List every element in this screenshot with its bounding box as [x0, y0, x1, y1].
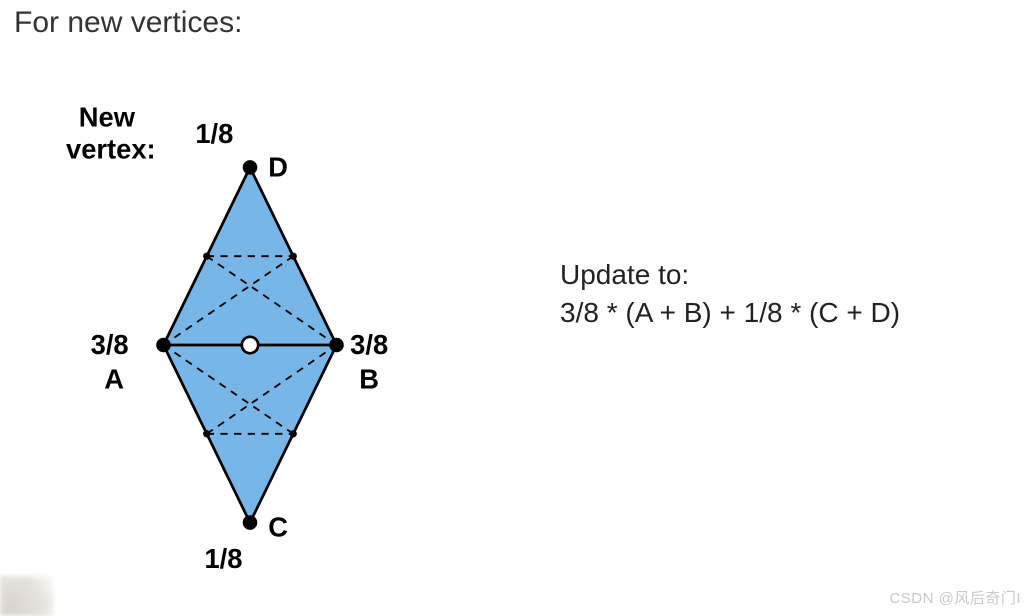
- label-A: A: [104, 364, 124, 395]
- vertex-C: [243, 515, 258, 530]
- formula-expression: 3/8 * (A + B) + 1/8 * (C + D): [560, 294, 900, 332]
- vertex-center: [242, 337, 258, 353]
- label-D: D: [268, 152, 288, 183]
- vertex-B: [329, 338, 344, 353]
- vertex-diagram: New vertex: 1/8 D 3/8 A 3/8 B C 1/8: [40, 90, 460, 600]
- label-B: B: [359, 364, 379, 395]
- weight-A: 3/8: [91, 329, 129, 360]
- page-title: For new vertices:: [14, 6, 242, 40]
- label-C: C: [268, 511, 288, 542]
- formula-block: Update to: 3/8 * (A + B) + 1/8 * (C + D): [560, 256, 900, 332]
- weight-C: 1/8: [204, 543, 242, 574]
- vertex-D: [243, 160, 258, 175]
- watermark: CSDN @风后奇门I: [889, 587, 1021, 608]
- corner-smudge: [0, 576, 54, 616]
- weight-D: 1/8: [195, 118, 233, 149]
- header-line1: New: [79, 101, 136, 132]
- formula-heading: Update to:: [560, 256, 900, 294]
- vertex-A: [156, 338, 171, 353]
- weight-B: 3/8: [350, 329, 388, 360]
- header-line2: vertex:: [66, 133, 156, 164]
- diagram-svg: New vertex: 1/8 D 3/8 A 3/8 B C 1/8: [40, 90, 460, 600]
